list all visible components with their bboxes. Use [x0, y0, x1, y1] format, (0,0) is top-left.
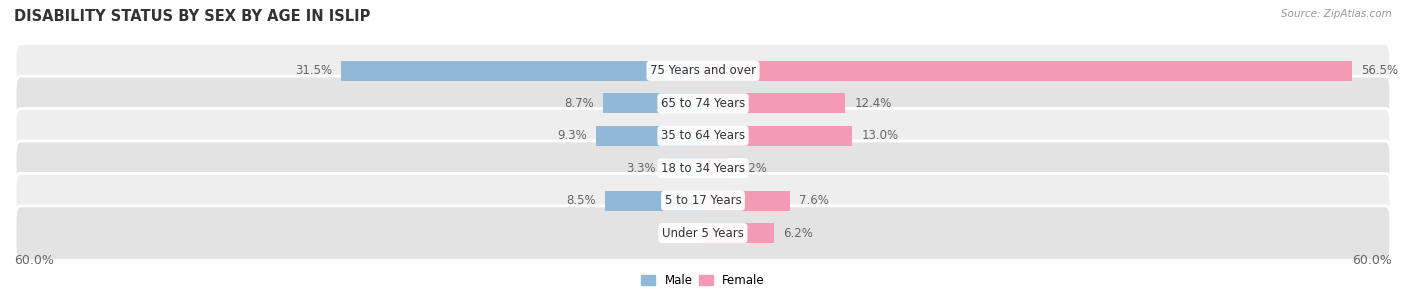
Text: 31.5%: 31.5% — [295, 64, 332, 78]
Bar — [342, 61, 703, 81]
Text: 60.0%: 60.0% — [14, 254, 53, 267]
Text: 12.4%: 12.4% — [855, 97, 891, 110]
Text: 60.0%: 60.0% — [1353, 254, 1392, 267]
Text: 6.2%: 6.2% — [783, 226, 813, 240]
Bar — [703, 126, 852, 146]
Legend: Male, Female: Male, Female — [637, 270, 769, 292]
Text: 2.2%: 2.2% — [738, 162, 768, 175]
Bar — [596, 126, 703, 146]
Bar — [703, 158, 728, 178]
Bar — [606, 191, 703, 211]
Text: 18 to 34 Years: 18 to 34 Years — [661, 162, 745, 175]
Bar — [703, 93, 845, 113]
Text: 8.5%: 8.5% — [567, 194, 596, 207]
FancyBboxPatch shape — [15, 76, 1391, 131]
Bar — [703, 191, 790, 211]
Bar — [665, 158, 703, 178]
Text: 7.6%: 7.6% — [800, 194, 830, 207]
FancyBboxPatch shape — [15, 44, 1391, 98]
Text: 8.7%: 8.7% — [564, 97, 593, 110]
Text: 75 Years and over: 75 Years and over — [650, 64, 756, 78]
Text: 65 to 74 Years: 65 to 74 Years — [661, 97, 745, 110]
Text: 56.5%: 56.5% — [1361, 64, 1398, 78]
Text: Under 5 Years: Under 5 Years — [662, 226, 744, 240]
FancyBboxPatch shape — [15, 141, 1391, 195]
Bar — [703, 61, 1351, 81]
Text: 13.0%: 13.0% — [862, 129, 898, 142]
Bar — [603, 93, 703, 113]
FancyBboxPatch shape — [15, 109, 1391, 163]
Text: 9.3%: 9.3% — [557, 129, 588, 142]
Text: 35 to 64 Years: 35 to 64 Years — [661, 129, 745, 142]
Text: 3.3%: 3.3% — [626, 162, 657, 175]
FancyBboxPatch shape — [15, 206, 1391, 260]
Text: DISABILITY STATUS BY SEX BY AGE IN ISLIP: DISABILITY STATUS BY SEX BY AGE IN ISLIP — [14, 9, 370, 24]
Text: 0.0%: 0.0% — [664, 226, 693, 240]
FancyBboxPatch shape — [15, 173, 1391, 228]
Text: Source: ZipAtlas.com: Source: ZipAtlas.com — [1281, 9, 1392, 19]
Text: 5 to 17 Years: 5 to 17 Years — [665, 194, 741, 207]
Bar — [703, 223, 775, 243]
